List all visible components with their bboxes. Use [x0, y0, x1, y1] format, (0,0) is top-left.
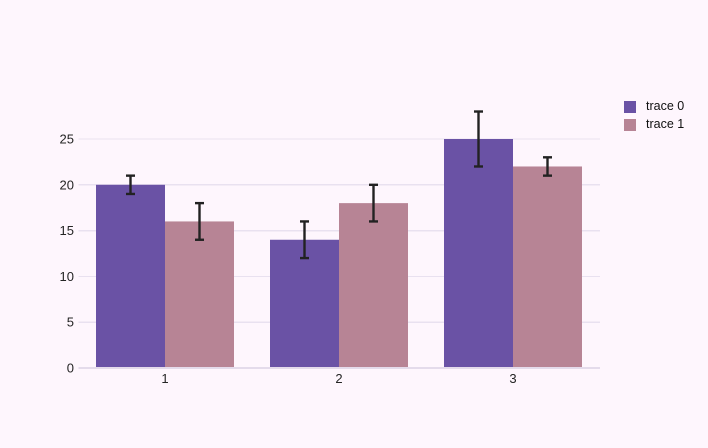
- legend-label-trace-1: trace 1: [646, 117, 685, 131]
- bar-trace-0-x1: [96, 184, 165, 368]
- bar-trace-0-x3: [444, 139, 513, 368]
- legend-label-trace-0: trace 0: [646, 99, 685, 113]
- bar-trace-0-x2: [270, 239, 339, 368]
- y-tick-label-20: 20: [60, 177, 74, 192]
- y-tick-label-15: 15: [60, 223, 74, 238]
- y-tick-label-25: 25: [60, 132, 74, 147]
- y-tick-label-0: 0: [67, 361, 74, 376]
- bar-trace-1-x3: [513, 166, 582, 368]
- legend-swatch-trace-0: [624, 100, 636, 113]
- x-tick-label-1: 1: [161, 371, 168, 386]
- bar-trace-1-x1: [165, 221, 234, 368]
- legend-item-trace-0[interactable]: trace 0: [624, 100, 684, 113]
- legend-swatch-trace-1: [624, 118, 636, 131]
- legend: trace 0 trace 1: [624, 100, 684, 131]
- y-tick-label-5: 5: [67, 315, 74, 330]
- x-tick-label-2: 2: [335, 371, 342, 386]
- y-tick-label-10: 10: [60, 269, 74, 284]
- x-tick-label-3: 3: [509, 371, 516, 386]
- bar-trace-1-x2: [339, 203, 408, 368]
- legend-item-trace-1[interactable]: trace 1: [624, 118, 684, 131]
